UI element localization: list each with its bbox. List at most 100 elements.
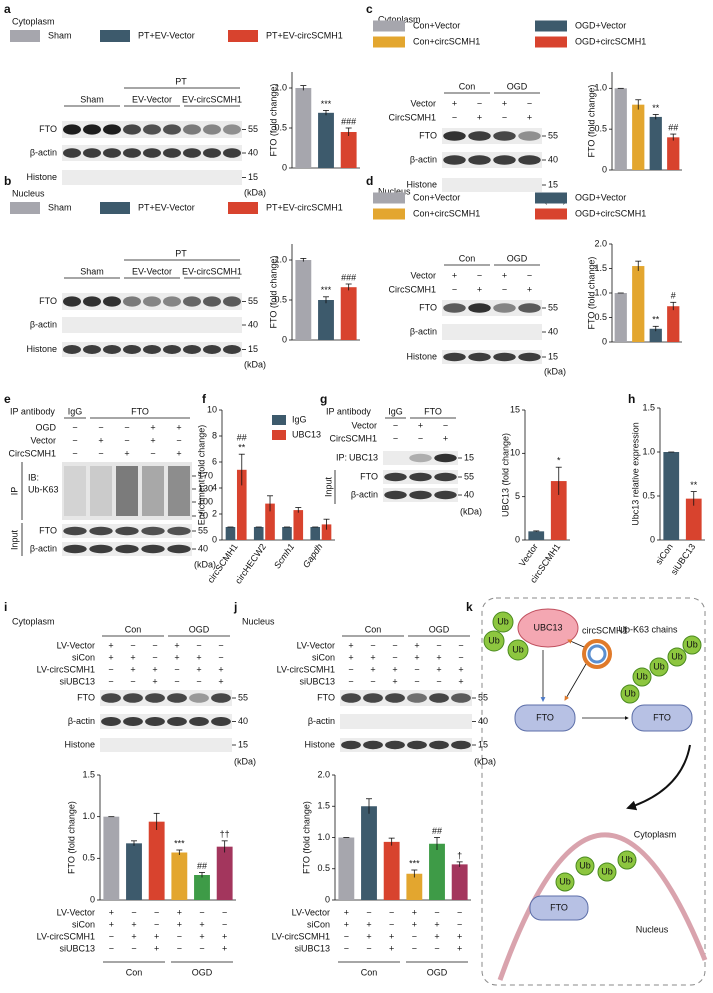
y-tick-label: 0.5 (642, 490, 655, 500)
blot-band (223, 148, 241, 158)
blot-band (183, 124, 201, 135)
condition-sign: + (150, 422, 155, 432)
marker-label: 55 (464, 471, 474, 481)
x-tick-label: Scmh1 (272, 542, 296, 571)
condition-label: siUBC13 (59, 943, 95, 953)
bar (295, 260, 312, 340)
condition-sign: + (154, 943, 159, 953)
row-label: FTO (39, 124, 57, 134)
condition-sign: + (458, 676, 463, 686)
x-tick-label: siCon (653, 542, 674, 567)
condition-sign: + (366, 931, 371, 941)
y-tick-label: 1.0 (274, 254, 287, 264)
protein-label: FTO (653, 712, 671, 722)
row-label: β-actin (68, 716, 95, 726)
condition-label: LV-circSCMH1 (272, 931, 330, 941)
condition-sign: − (176, 435, 181, 445)
bar (649, 116, 662, 170)
blot-strip (100, 738, 232, 752)
blot-band (493, 155, 516, 165)
bar (321, 524, 332, 540)
annotation: ## (237, 433, 247, 443)
legend-label: OGD+circSCMH1 (575, 36, 646, 46)
marker-label: 40 (238, 716, 248, 726)
blot-band (443, 352, 466, 362)
blot-band (89, 526, 113, 536)
condition-sign: − (527, 270, 532, 280)
condition-sign: − (443, 420, 448, 430)
blot-band (409, 490, 432, 500)
enzyme-label: UBC13 (533, 622, 562, 632)
blot-band (451, 693, 471, 703)
protein-shape (631, 704, 693, 732)
condition-label: LV-circSCMH1 (277, 664, 335, 674)
legend-swatch (228, 30, 258, 42)
condition-sign: + (131, 931, 136, 941)
condition-sign: + (452, 98, 457, 108)
y-axis-label: FTO (fold change) (66, 801, 76, 874)
row-label: Histone (304, 739, 335, 749)
blot-band (363, 693, 383, 703)
y-tick-label: 1.5 (317, 801, 330, 811)
bar (293, 510, 304, 540)
condition-sign: − (477, 270, 482, 280)
y-tick-label: 0 (515, 534, 520, 544)
condition-sign: + (150, 435, 155, 445)
arrow (567, 639, 585, 648)
condition-sign: + (174, 652, 179, 662)
row-label: Histone (406, 351, 437, 361)
condition-sign: − (98, 448, 103, 458)
enzyme-shape (517, 608, 579, 648)
bar (171, 852, 188, 900)
ub-group: Ub Ub Ub (483, 611, 529, 661)
blot-band (103, 296, 121, 307)
bar (310, 527, 321, 540)
condition-label: LV-Vector (57, 907, 95, 917)
condition-label: LV-Vector (297, 640, 335, 650)
cell-outline (481, 597, 706, 986)
blot-band (63, 148, 81, 158)
condition-sign: − (150, 448, 155, 458)
blot-band (443, 155, 466, 165)
unit-label: (kDa) (234, 756, 256, 766)
y-tick-label: 1.5 (642, 402, 655, 412)
legend-label: PT+EV-Vector (138, 30, 195, 40)
marker-label: 15 (548, 351, 558, 361)
annotation: ### (341, 116, 356, 126)
panel-letter: k (466, 600, 473, 614)
row-label: FTO (77, 692, 95, 702)
ub-label: Ub (512, 644, 524, 654)
row-label: Histone (64, 739, 95, 749)
condition-sign: − (109, 943, 114, 953)
ub-label: Ub (601, 866, 613, 876)
panel-title: Nucleus (378, 186, 411, 196)
annotation: * (557, 456, 561, 466)
blot-band (468, 155, 491, 165)
annotation: ** (690, 480, 698, 490)
blot-band (167, 717, 187, 726)
bar (216, 846, 233, 900)
marker-label: 15 (248, 344, 258, 354)
row-label: FTO (419, 302, 437, 312)
condition-label: OGD (35, 422, 56, 432)
legend-swatch (272, 415, 286, 425)
y-tick-label: 0 (325, 894, 330, 904)
condition-sign: + (196, 652, 201, 662)
blot-strip (340, 714, 472, 729)
marker-label: 15 (464, 452, 474, 462)
condition-sign: − (222, 919, 227, 929)
condition-label: siUBC13 (294, 943, 330, 953)
annotation: †† (220, 829, 230, 839)
blot-band (223, 124, 241, 135)
group-label: Con (125, 624, 142, 634)
bar (406, 873, 423, 900)
panel-letter: e (4, 392, 11, 406)
blot-band (409, 453, 432, 463)
legend-label: Sham (48, 30, 72, 40)
blot-strip (442, 324, 542, 340)
blot-band (518, 131, 541, 141)
legend-swatch (373, 192, 405, 204)
blot-band (203, 345, 221, 354)
condition-sign: + (436, 652, 441, 662)
